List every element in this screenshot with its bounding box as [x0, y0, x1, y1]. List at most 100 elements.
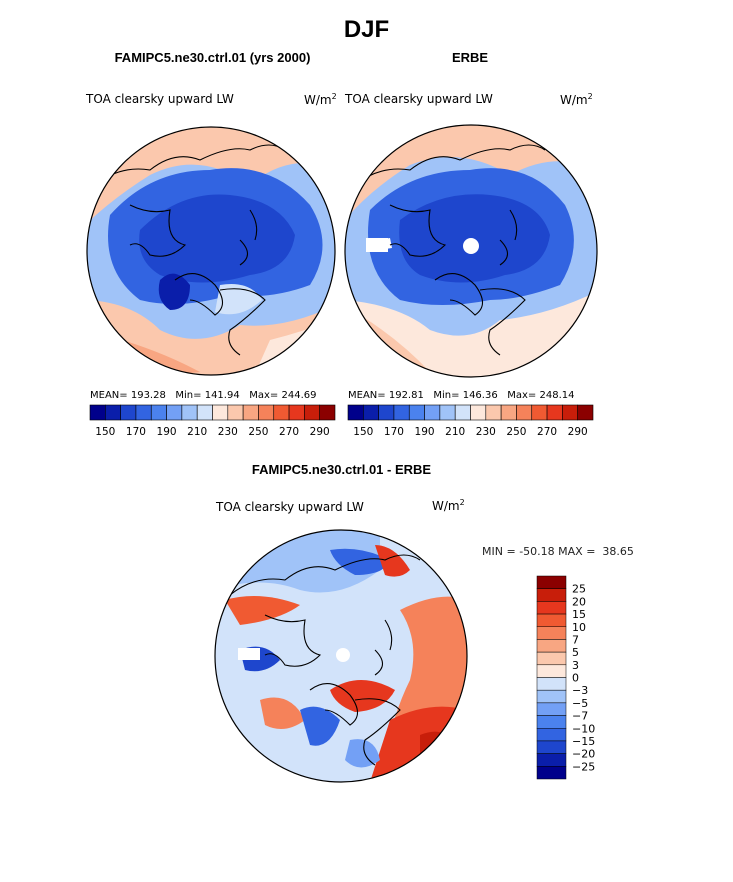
max-value: 38.65	[602, 545, 634, 558]
colorbar-tick-label: 25	[572, 583, 586, 596]
max-label: MAX =	[558, 545, 596, 558]
colorbar-swatch	[562, 404, 578, 421]
colorbar-swatch	[150, 404, 167, 421]
colorbar-tick-label: 0	[572, 672, 579, 685]
colorbar-swatch	[135, 404, 152, 421]
colorbar-swatch	[288, 404, 305, 421]
colorbar-tick-label: 7	[572, 633, 579, 646]
colorbar-swatch	[536, 613, 567, 627]
colorbar-swatch	[196, 404, 213, 421]
colorbar-tick-label: 210	[445, 426, 465, 438]
colorbar-swatch	[347, 404, 364, 421]
max-value: 244.69	[281, 390, 317, 401]
map1-field	[87, 127, 335, 375]
colorbar-swatch	[212, 404, 229, 421]
colorbar-tick-label: 210	[187, 426, 207, 438]
colorbar-swatch	[536, 588, 567, 602]
colorbar-swatch	[536, 601, 567, 615]
panel1-variable: TOA clearsky upward LW	[86, 92, 234, 106]
units-exp: 2	[587, 92, 593, 101]
min-value: 146.36	[462, 390, 498, 401]
colorbar-tick-label: 5	[572, 646, 579, 659]
colorbar-swatch	[319, 404, 336, 421]
min-value: -50.18	[519, 545, 555, 558]
colorbar-tick-label: 170	[384, 426, 404, 438]
colorbar-swatch	[516, 404, 533, 421]
colorbar-swatch	[393, 404, 410, 421]
colorbar-swatch	[378, 404, 395, 421]
colorbar-swatch	[470, 404, 487, 421]
colorbar-tick-label: −3	[572, 684, 588, 697]
colorbar-tick-label: 170	[126, 426, 146, 438]
colorbar-swatch	[424, 404, 441, 421]
colorbar-swatch	[485, 404, 502, 421]
colorbar-tick-label: 250	[506, 426, 526, 438]
panel1-units: W/m2	[304, 92, 337, 107]
mean-value: 193.28	[130, 390, 166, 401]
colorbar-tick-label: 270	[537, 426, 557, 438]
panel3-title: FAMIPC5.ne30.ctrl.01 - ERBE	[251, 462, 432, 477]
colorbar-swatch	[273, 404, 290, 421]
colorbar-tick-label: 10	[572, 621, 586, 634]
colorbar-swatch	[536, 677, 567, 691]
colorbar-swatch	[531, 404, 548, 421]
colorbar-tick-label: 20	[572, 595, 586, 608]
colorbar-tick-label: 15	[572, 608, 586, 621]
max-label: Max=	[249, 390, 279, 401]
colorbar-swatch	[536, 753, 567, 767]
colorbar-tick-label: 190	[415, 426, 435, 438]
colorbar-tick-label: 250	[248, 426, 268, 438]
colorbar-swatch	[439, 404, 456, 421]
colorbar-tick-label: 150	[353, 426, 373, 438]
colorbar-swatch	[227, 404, 244, 421]
min-label: Min=	[433, 390, 460, 401]
colorbar-tick-label: 230	[476, 426, 496, 438]
colorbar-tick-label: 290	[568, 426, 588, 438]
colorbar-swatch	[242, 404, 259, 421]
min-label: MIN =	[482, 545, 516, 558]
colorbar-swatch	[536, 689, 567, 704]
map3-boundary	[214, 529, 468, 783]
units-base: W/m	[432, 499, 460, 513]
panel2-variable: TOA clearsky upward LW	[345, 92, 493, 106]
colorbar-swatch	[536, 740, 567, 754]
map3-missing-pole	[336, 648, 350, 662]
colorbar-tick-label: 3	[572, 659, 579, 672]
colorbar-tick-label: −20	[572, 748, 595, 761]
colorbar-swatch	[304, 404, 320, 421]
colorbar-tick-label: −15	[572, 735, 595, 748]
map3-coastlines	[229, 554, 421, 766]
mean-label: MEAN=	[90, 390, 128, 401]
colorbar-swatch	[363, 404, 379, 421]
mean-label: MEAN=	[348, 390, 386, 401]
colorbar-swatch	[166, 404, 183, 421]
colorbar-tick-label: 290	[310, 426, 330, 438]
colorbar-swatch	[536, 626, 567, 640]
colorbar-swatch	[536, 639, 567, 653]
min-value: 141.94	[204, 390, 240, 401]
units-exp: 2	[331, 92, 337, 101]
colorbar-swatch	[536, 651, 567, 666]
colorbar-swatch	[408, 404, 425, 421]
colorbar-swatch	[536, 728, 567, 742]
map2-missing-pole	[463, 238, 479, 254]
min-label: Min=	[175, 390, 202, 401]
max-label: Max=	[507, 390, 537, 401]
panel3-units: W/m2	[432, 498, 465, 513]
max-value: 248.14	[539, 390, 575, 401]
colorbar-tick-label: −5	[572, 697, 588, 710]
colorbar-tick-label: 270	[279, 426, 299, 438]
colorbar-tick-label: −10	[572, 722, 595, 735]
colorbar-swatch	[258, 404, 275, 421]
colorbar-swatch	[536, 575, 567, 589]
colorbar-panel1: 150 170 190 210 230 250 270 290	[89, 404, 336, 438]
colorbar-tick-label: −7	[572, 710, 588, 723]
panel2-title: ERBE	[451, 50, 489, 65]
map1-coastlines	[94, 144, 286, 356]
colorbar-swatch	[105, 404, 121, 421]
colorbar-swatch	[89, 404, 106, 421]
colorbar-tick-label: 150	[95, 426, 115, 438]
colorbar-panel2: 150 170 190 210 230 250 270 290	[347, 404, 594, 438]
